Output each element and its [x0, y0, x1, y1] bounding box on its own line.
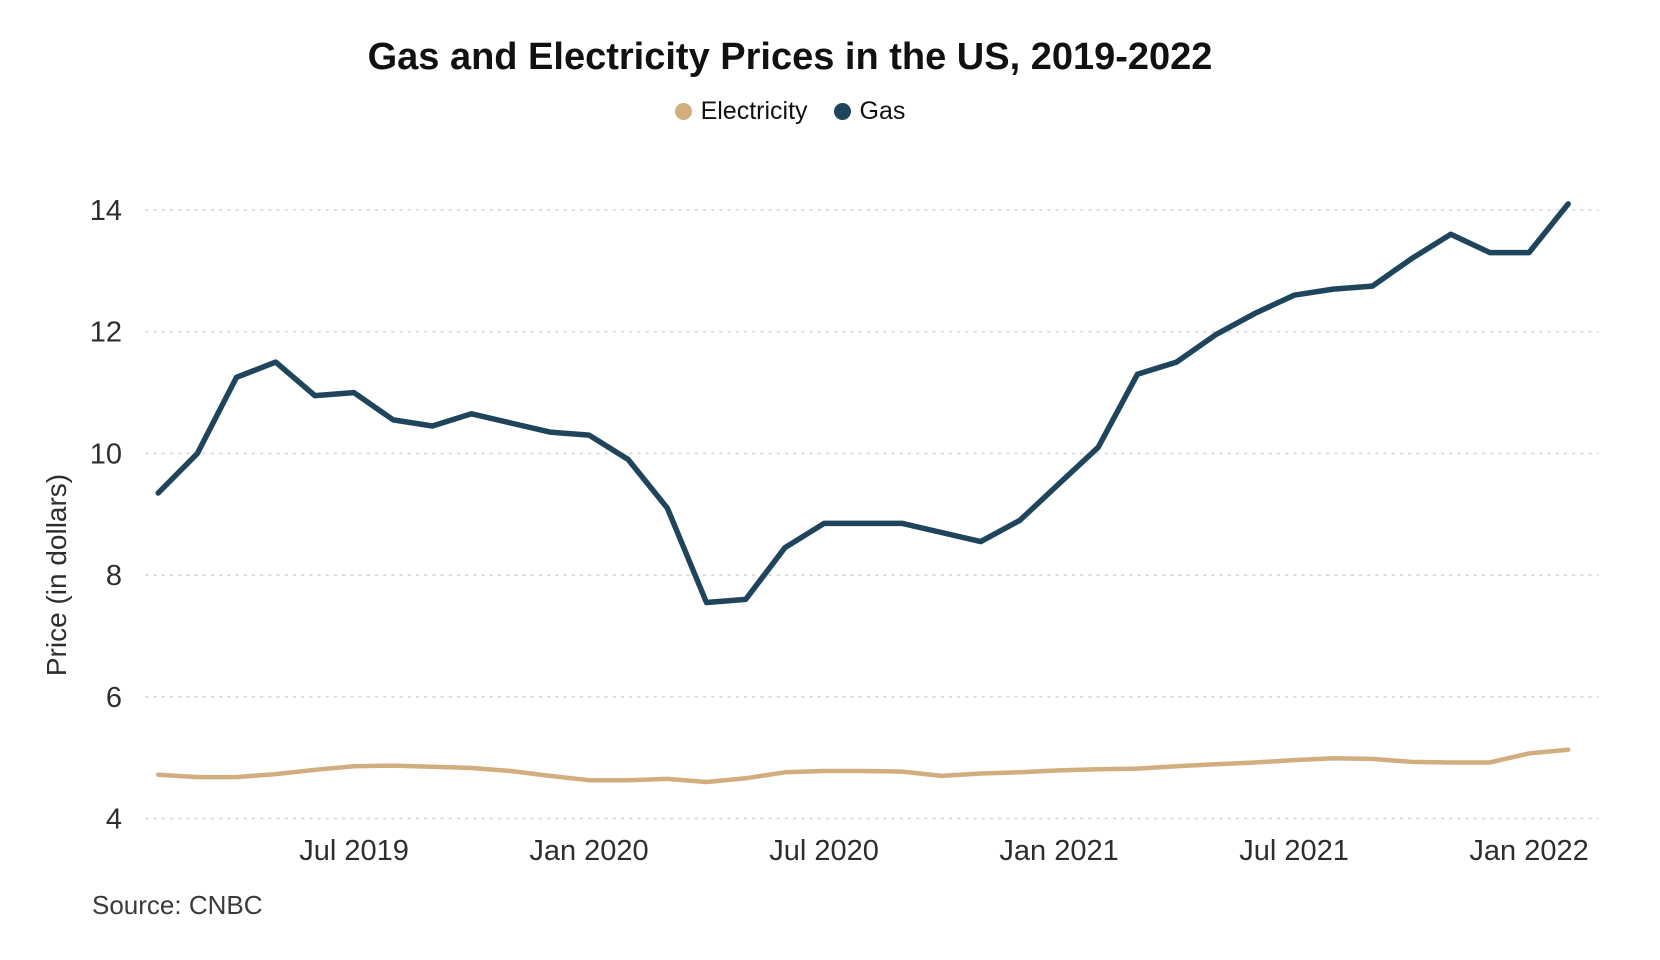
series-line-electricity	[155, 747, 1571, 785]
legend-item-electricity: Electricity	[674, 96, 808, 126]
legend-label-gas: Gas	[859, 96, 906, 125]
legend-label-electricity: Electricity	[700, 96, 808, 125]
electricity-legend-dot-icon	[674, 102, 692, 120]
chart-title: Gas and Electricity Prices in the US, 20…	[367, 36, 1213, 78]
source-note: Source: CNBC	[92, 890, 263, 920]
legend-item-gas: Gas	[833, 96, 906, 126]
x-tick-label: Jul 2021	[1239, 835, 1349, 867]
gas-legend-dot-icon	[833, 102, 851, 120]
x-tick-label: Jan 2022	[1469, 835, 1588, 867]
y-tick-label: 6	[106, 682, 122, 714]
series-line-gas	[155, 201, 1571, 606]
y-tick-label: 14	[90, 195, 122, 227]
y-tick-label: 4	[106, 804, 122, 836]
y-tick-label: 8	[106, 560, 122, 592]
x-tick-label: Jul 2019	[299, 835, 409, 867]
legend: Electricity Gas	[0, 94, 1580, 128]
y-tick-label: 10	[90, 438, 122, 470]
x-tick-label: Jan 2020	[529, 835, 648, 867]
y-tick-label: 12	[90, 317, 122, 349]
x-tick-label: Jul 2020	[769, 835, 879, 867]
x-tick-label: Jan 2021	[999, 835, 1118, 867]
y-axis-title: Price (in dollars)	[41, 474, 72, 676]
